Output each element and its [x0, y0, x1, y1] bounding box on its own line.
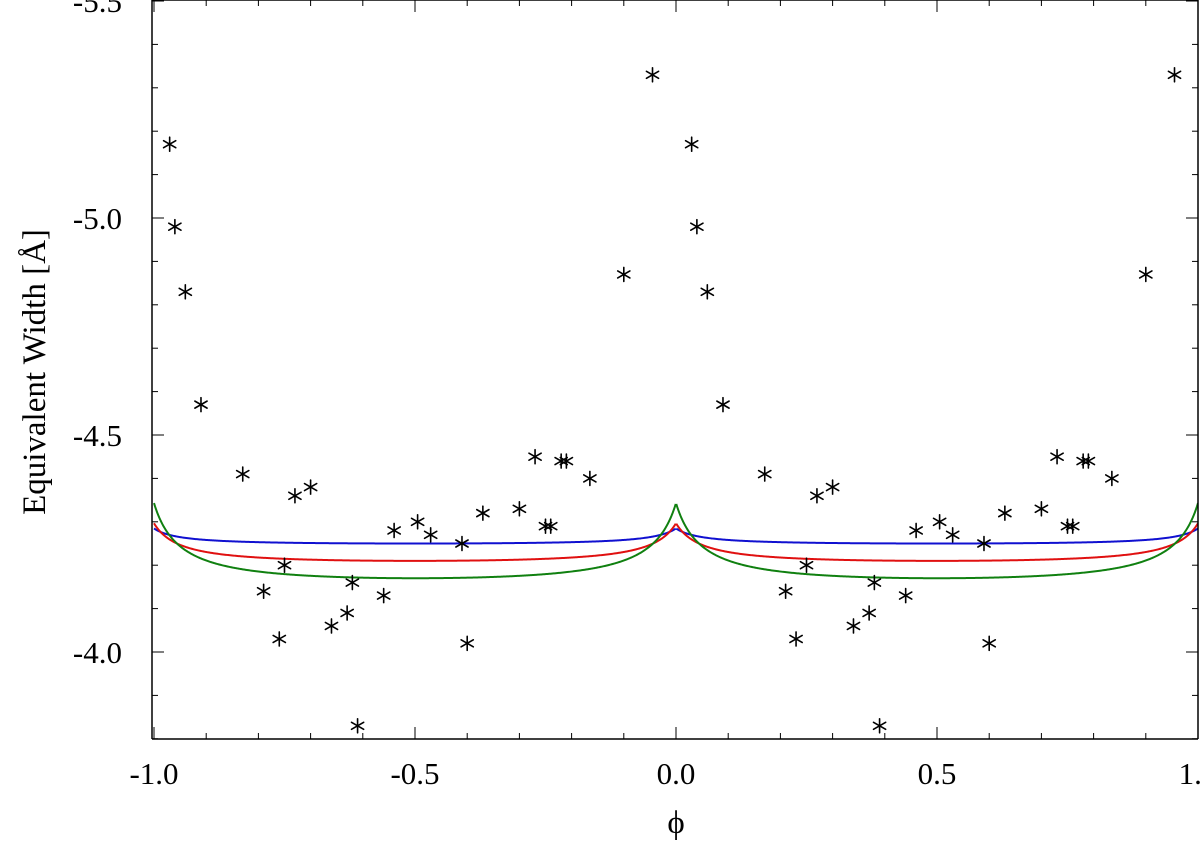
data-point [288, 487, 302, 504]
data-point [1081, 453, 1096, 469]
y-tick-label: -5.5 [73, 0, 122, 19]
data-point [757, 466, 772, 482]
data-point [700, 283, 715, 300]
data-point [455, 535, 469, 552]
data-point [376, 587, 391, 604]
data-point [559, 453, 574, 469]
data-point [799, 557, 814, 574]
data-point [1060, 518, 1075, 534]
data-point [423, 527, 438, 543]
model-blue-curve-branch-2 [675, 527, 1198, 545]
data-point [997, 505, 1012, 521]
data-point [867, 574, 882, 591]
model-blue-curve-branch-1 [153, 527, 677, 545]
data-point [528, 448, 542, 465]
data-point [475, 505, 490, 521]
tick-labels: -1.0 -0.5 0.0 0.5 1.0 -5.5 -5.0 -4.5 -4.0 [73, 0, 1200, 791]
data-point [256, 583, 271, 600]
data-point [1034, 500, 1049, 517]
data-point [340, 605, 355, 621]
data-point [945, 527, 960, 543]
data-point [1065, 518, 1080, 534]
data-point [582, 470, 597, 487]
y-tick-label: -4.0 [73, 635, 122, 670]
data-point [645, 66, 660, 83]
data-point [1138, 266, 1153, 283]
data-point [862, 605, 877, 621]
data-point [345, 574, 360, 591]
data-point [689, 218, 704, 235]
data-point [272, 631, 287, 647]
data-point [543, 518, 558, 534]
data-point [277, 557, 292, 574]
data-point [512, 500, 527, 517]
data-point [684, 136, 699, 153]
data-point [789, 631, 803, 647]
y-tick-label: -5.0 [73, 201, 122, 236]
x-axis-title: ϕ [667, 805, 684, 841]
data-point [194, 396, 208, 413]
data-point [460, 635, 475, 652]
x-tick-label: 0.0 [657, 756, 696, 791]
model-red-curve-branch-2 [675, 522, 1198, 562]
data-point [350, 717, 365, 734]
model-green-curve-branch-1 [153, 502, 677, 580]
data-point [178, 283, 193, 300]
model-curves [153, 502, 1198, 580]
model-green-curve-branch-2 [675, 502, 1198, 580]
data-point [538, 518, 553, 534]
data-markers [162, 66, 1182, 734]
data-point [1050, 448, 1064, 465]
data-point [977, 535, 991, 552]
y-axis-title: Equivalent Width [Å] [16, 229, 53, 515]
x-tick-label: -1.0 [129, 756, 178, 791]
data-point [616, 266, 631, 283]
data-point [387, 522, 402, 539]
data-point [716, 396, 730, 413]
data-point [303, 479, 318, 495]
data-point [825, 479, 840, 495]
data-point [909, 522, 924, 539]
data-point [1167, 66, 1182, 83]
data-point [324, 618, 339, 634]
data-point [235, 466, 250, 482]
data-point [810, 487, 824, 504]
data-point [778, 583, 793, 600]
data-point [846, 618, 861, 634]
data-point [982, 635, 997, 652]
data-point [1104, 470, 1119, 487]
model-red-curve-branch-1 [153, 522, 677, 562]
x-tick-label: 1.0 [1179, 756, 1200, 791]
x-tick-label: 0.5 [918, 756, 957, 791]
data-point [167, 218, 182, 235]
data-point [898, 587, 913, 604]
data-point [872, 717, 887, 734]
x-tick-label: -0.5 [390, 756, 439, 791]
axes [151, 0, 1199, 740]
data-point [932, 513, 947, 530]
data-point [554, 453, 569, 469]
y-tick-label: -4.5 [73, 418, 122, 453]
data-point [410, 513, 425, 530]
data-point [162, 136, 177, 153]
data-point [1076, 453, 1091, 469]
